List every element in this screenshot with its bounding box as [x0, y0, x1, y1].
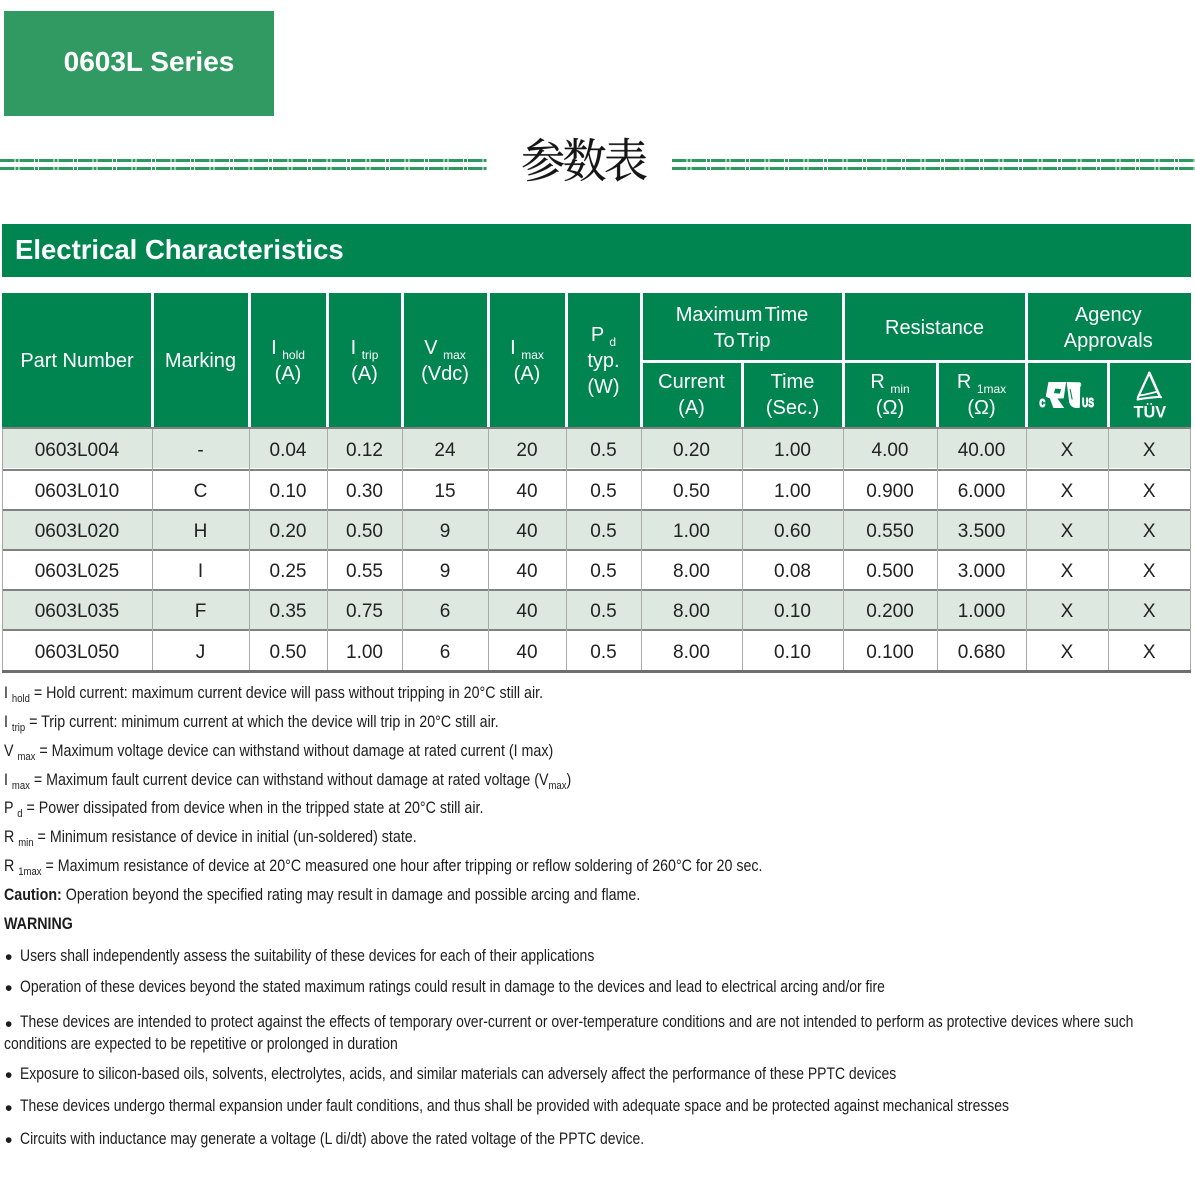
svg-text:TÜV: TÜV — [1134, 403, 1167, 420]
svg-text:US: US — [1082, 396, 1094, 408]
svg-text:c: c — [1039, 394, 1045, 408]
